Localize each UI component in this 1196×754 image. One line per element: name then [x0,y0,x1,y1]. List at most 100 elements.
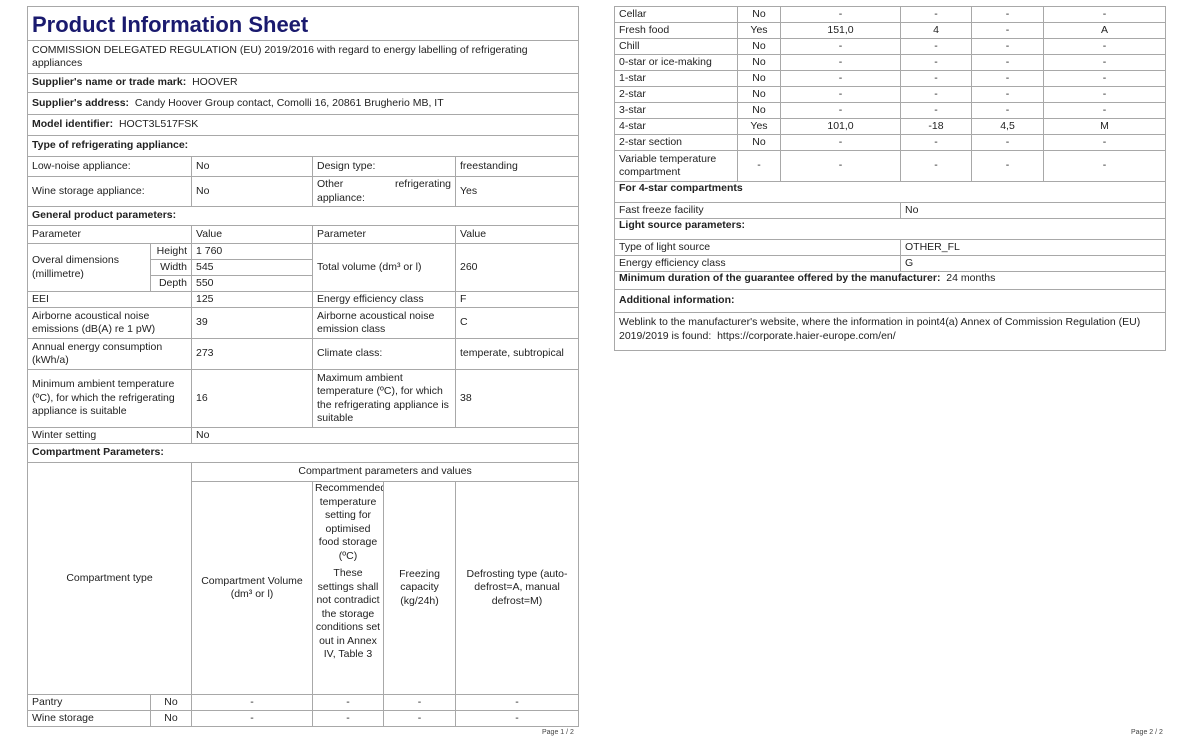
min-ambient-value: 16 [191,369,313,428]
winter-setting-label: Winter setting [27,427,192,444]
page-2-table: Cellar No - - - - Fresh food Yes 151,0 4- A Chill No… [614,6,1166,351]
compartment-temp: - [312,710,384,727]
eei-value: 125 [191,291,313,308]
compartment-present: No [150,694,192,711]
dimensions-label: Overal dimensions (millimetre) [27,243,151,292]
compartment-freezing: - [971,134,1044,151]
compartment-name: 1-star [614,70,738,87]
compartment-temp: -18 [900,118,972,135]
compartment-temp: - [900,6,972,23]
compartment-volume: - [191,710,313,727]
freezing-capacity-header: Freezing capacity (kg/24h) [383,481,456,695]
compartment-freezing: - [971,38,1044,55]
compartment-defrost: - [454,694,580,711]
table-row: 4-star Yes 101,0 -18 4,5 M [614,118,1166,135]
compartment-defrost: - [1043,102,1166,119]
table-row: Wine storage No - - - - [27,710,580,727]
weblink-url[interactable]: https://corporate.haier-europe.com/en/ [717,329,896,342]
compartment-name: 0-star or ice-making [614,54,738,71]
header-parameter-2: Parameter [312,225,456,244]
light-section-heading: Light source parameters: [614,218,1166,240]
compartment-name: Cellar [614,6,738,23]
other-appliance-value: Yes [454,176,580,207]
light-type-value: OTHER_FL [900,239,1166,256]
compartment-volume: 151,0 [780,22,901,39]
compartment-defrost: - [1043,86,1166,103]
compartment-present: Yes [737,22,781,39]
compartment-present: No [737,134,781,151]
annual-consumption-label: Annual energy consumption (kWh/a) [27,338,192,370]
energy-class-label: Energy efficiency class [312,291,456,308]
min-ambient-label: Minimum ambient temperature (ºC), for wh… [27,369,192,428]
regulation: COMMISSION DELEGATED REGULATION (EU) 201… [26,40,580,74]
compartment-section-heading: Compartment Parameters: [26,443,580,463]
compartment-name: Chill [614,38,738,55]
noise-class-value: C [454,307,580,339]
compartment-defrost: - [1043,54,1166,71]
compartment-name: Variable temperature compartment [614,150,738,182]
compartment-defrost: A [1043,22,1166,39]
compartment-present: No [150,710,192,727]
compartment-temp: - [900,150,972,182]
winter-setting-value: No [190,427,580,444]
compartment-present: No [737,70,781,87]
wine-storage-value: No [191,176,313,207]
compartment-present: No [737,86,781,103]
weblink: Weblink to the manufacturer's website, w… [614,312,1166,351]
page-number-1: Page 1 / 2 [542,729,574,736]
compartment-defrost: - [454,710,580,727]
type-section-heading: Type of refrigerating appliance: [26,135,580,157]
page-1-table: Product Information Sheet COMMISSION DEL… [26,6,580,727]
compartment-type-header: Compartment type [27,462,192,695]
compartment-present: No [737,6,781,23]
volume-value: 260 [454,243,580,292]
general-section-heading: General product parameters: [26,206,580,226]
compartment-temp: - [900,54,972,71]
compartment-name: 2-star [614,86,738,103]
width-label: Width [150,259,192,276]
compartment-defrost: - [1043,134,1166,151]
compartment-volume: - [191,694,313,711]
header-parameter: Parameter [27,225,192,244]
compartment-name: 4-star [614,118,738,135]
compartment-defrost: M [1043,118,1166,135]
compartment-name: Fresh food [614,22,738,39]
table-row: 0-star or ice-making No - - - - [614,54,1166,71]
noise-label: Airborne acoustical noise emissions (dB(… [27,307,192,339]
design-type-label: Design type: [312,156,456,177]
compartment-volume: - [780,54,901,71]
width-value: 545 [191,259,313,276]
compartment-volume: - [780,70,901,87]
header-value: Value [191,225,313,244]
design-type-value: freestanding [454,156,580,177]
compartment-freezing: - [971,54,1044,71]
volume-label: Total volume (dm³ or l) [312,243,456,292]
compartment-name: Wine storage [27,710,151,727]
compartment-defrost: - [1043,38,1166,55]
compartment-name: 2-star section [614,134,738,151]
additional-section-heading: Additional information: [614,289,1166,313]
compartment-freezing: - [971,102,1044,119]
compartment-temp: - [900,102,972,119]
compartment-present: No [737,38,781,55]
compartment-volume: - [780,38,901,55]
depth-value: 550 [191,275,313,292]
compartment-freezing: - [383,710,456,727]
defrost-type-header: Defrosting type (auto-defrost=A, manual … [454,481,580,695]
eei-label: EEI [27,291,192,308]
table-row: Cellar No - - - - [614,6,1166,23]
compartment-freezing: - [971,150,1044,182]
compartment-defrost: - [1043,150,1166,182]
compartment-name: 3-star [614,102,738,119]
table-row: Chill No - - - - [614,38,1166,55]
table-row: 2-star section No - - - - [614,134,1166,151]
low-noise-label: Low-noise appliance: [27,156,192,177]
model-identifier: Model identifier: HOCT3L517FSK [26,114,580,136]
low-noise-value: No [191,156,313,177]
height-value: 1 760 [191,243,313,260]
page-number-2: Page 2 / 2 [1131,729,1163,736]
compartment-freezing: - [971,22,1044,39]
max-ambient-label: Maximum ambient temperature (ºC), for wh… [312,369,456,428]
header-value-2: Value [454,225,580,244]
compartment-group-header: Compartment parameters and values [190,462,580,482]
